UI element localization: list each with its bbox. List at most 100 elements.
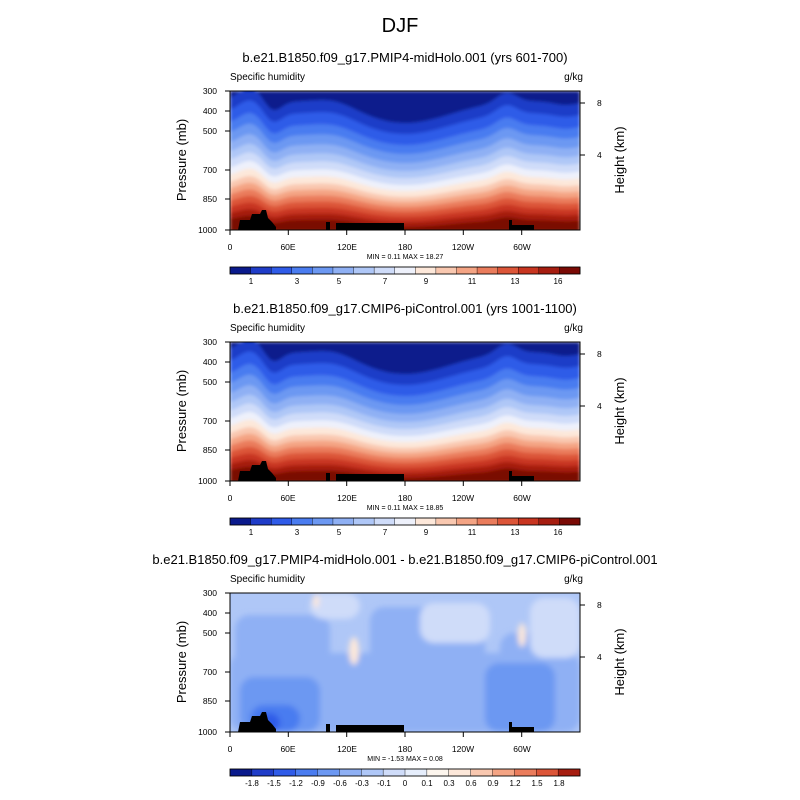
- diff-positive-1: [518, 623, 526, 647]
- colorbar-swatch-4: [317, 768, 340, 777]
- colorbar-swatch-2: [270, 517, 293, 526]
- panel-0-cbar-label-5: 11: [468, 277, 477, 286]
- panel-0-y-right-tick-0: 8: [597, 98, 602, 108]
- topography-americas: [512, 225, 534, 230]
- colorbar-swatch-4: [312, 266, 334, 275]
- panel-1-x-tick-3: 180: [398, 493, 412, 503]
- colorbar-swatch-0: [229, 517, 252, 526]
- panel-0-x-tick-4: 120W: [452, 242, 474, 252]
- colorbar-swatch-1: [250, 266, 272, 275]
- panel-1-y-tick-1: 400: [203, 357, 217, 367]
- panel-2-x-tick-3: 180: [398, 744, 412, 754]
- panel-2-x-tick-5: 60W: [513, 744, 530, 754]
- colorbar-swatch-1: [251, 768, 275, 777]
- band-16: [230, 466, 580, 481]
- colorbar-swatch-12: [476, 517, 499, 526]
- panel-0-y-tick-1: 400: [203, 106, 217, 116]
- colorbar-swatch-11: [470, 768, 493, 777]
- panel-2-cbar-label-11: 0.9: [487, 779, 499, 788]
- topography-andes: [509, 220, 512, 230]
- panel-1-y-tick-0: 300: [203, 337, 217, 347]
- panel-0-contour-field: [230, 91, 580, 230]
- panel-0-ylabel: Pressure (mb): [174, 119, 189, 201]
- panel-0-cbar-label-4: 9: [424, 277, 429, 286]
- panel-2-y-tick-0: 300: [203, 588, 217, 598]
- colorbar-swatch-5: [339, 768, 362, 777]
- panel-2-right-string: g/kg: [564, 574, 583, 585]
- panel-0-cbar-label-1: 3: [295, 277, 300, 286]
- topography-pacific: [336, 223, 404, 230]
- panel-0-y-tick-5: 1000: [198, 225, 217, 235]
- panel-0-colorbar: [229, 266, 581, 275]
- colorbar-frame: [229, 266, 581, 275]
- panel-2-cbar-label-5: -0.3: [355, 779, 369, 788]
- topography-americas: [512, 476, 534, 481]
- colorbar-swatch-16: [559, 266, 581, 275]
- panel-1-colorbar: [229, 517, 581, 526]
- panel-0-cbar-label-6: 13: [511, 277, 520, 286]
- panel-1-y-right-tick-1: 4: [597, 401, 602, 411]
- panel-0-x-tick-5: 60W: [513, 242, 530, 252]
- panel-1-cbar-label-0: 1: [249, 528, 254, 537]
- panel-2-x-tick-2: 120E: [337, 744, 357, 754]
- panel-2-y-tick-1: 400: [203, 608, 217, 618]
- colorbar-swatch-5: [332, 517, 355, 526]
- panel-1-y-tick-5: 1000: [198, 476, 217, 486]
- panel-1-x-tick-4: 120W: [452, 493, 474, 503]
- colorbar-swatch-15: [538, 266, 560, 275]
- panel-0-y-tick-4: 850: [203, 194, 217, 204]
- panel-2-cbar-label-14: 1.8: [553, 779, 565, 788]
- panel-2-cbar-label-6: -0.1: [377, 779, 391, 788]
- colorbar-swatch-12: [492, 768, 515, 777]
- panel-1-right-string: g/kg: [564, 323, 583, 334]
- colorbar-swatch-10: [435, 266, 457, 275]
- panel-2-ylabel-right: Height (km): [612, 628, 627, 695]
- colorbar-swatch-8: [404, 768, 428, 777]
- panel-2-left-string: Specific humidity: [230, 574, 305, 585]
- page-title: DJF: [382, 15, 419, 37]
- colorbar-swatch-10: [435, 517, 457, 526]
- colorbar-swatch-10: [448, 768, 472, 777]
- colorbar-swatch-3: [291, 517, 313, 526]
- colorbar-swatch-12: [476, 266, 499, 275]
- colorbar-swatch-6: [353, 266, 375, 275]
- panel-2-x-tick-0: 0: [228, 744, 233, 754]
- panel-0-y-tick-3: 700: [203, 165, 217, 175]
- panel-2-cbar-label-9: 0.3: [443, 779, 455, 788]
- panel-2-x-tick-1: 60E: [280, 744, 295, 754]
- panel-1-title: b.e21.B1850.f09_g17.CMIP6-piControl.001 …: [233, 301, 577, 316]
- panel-0-stats: MIN = 0.11 MAX = 18.27: [367, 254, 444, 261]
- panel-2-stats: MIN = -1.53 MAX = 0.08: [367, 756, 443, 763]
- colorbar-swatch-14: [536, 768, 559, 777]
- panel-2-colorbar-labels: -1.8 -1.5 -1.2 -0.9 -0.6 -0.3 -0.1 0 0.1…: [245, 779, 565, 788]
- panel-0-cbar-label-3: 7: [383, 277, 388, 286]
- colorbar-frame: [229, 768, 581, 777]
- panel-1-ylabel-right: Height (km): [612, 377, 627, 444]
- colorbar-swatch-0: [229, 266, 252, 275]
- colorbar-swatch-1: [250, 517, 272, 526]
- panel-0-cbar-label-2: 5: [337, 277, 342, 286]
- panel-1-x-tick-1: 60E: [280, 493, 295, 503]
- colorbar-swatch-15: [557, 768, 581, 777]
- panel-0-colorbar-labels: 1 3 5 7 9 11 13 16: [249, 277, 563, 286]
- panel-0-right-string: g/kg: [564, 72, 583, 83]
- colorbar-swatch-13: [497, 517, 519, 526]
- colorbar-swatch-8: [394, 517, 416, 526]
- diff-positive-0: [349, 637, 359, 665]
- panel-1-colorbar-labels: 1 3 5 7 9 11 13 16: [249, 528, 563, 537]
- colorbar-swatch-7: [382, 768, 406, 777]
- colorbar-swatch-5: [332, 266, 355, 275]
- band-16: [230, 215, 580, 230]
- panel-2-cbar-label-7: 0: [403, 779, 408, 788]
- panel-2-cbar-label-12: 1.2: [509, 779, 521, 788]
- panel-1: b.e21.B1850.f09_g17.CMIP6-piControl.001 …: [174, 301, 627, 537]
- panel-0-x-tick-3: 180: [398, 242, 412, 252]
- panel-0-left-string: Specific humidity: [230, 72, 305, 83]
- panel-1-cbar-label-7: 16: [554, 528, 563, 537]
- colorbar-swatch-2: [273, 768, 297, 777]
- panel-2-axes: 0 60E 120E 180 120W 60W 300 400 500 700 …: [174, 588, 627, 763]
- colorbar-swatch-0: [229, 768, 253, 777]
- panel-2-x-tick-4: 120W: [452, 744, 474, 754]
- colorbar-swatch-2: [270, 266, 293, 275]
- panel-1-cbar-label-6: 13: [511, 528, 520, 537]
